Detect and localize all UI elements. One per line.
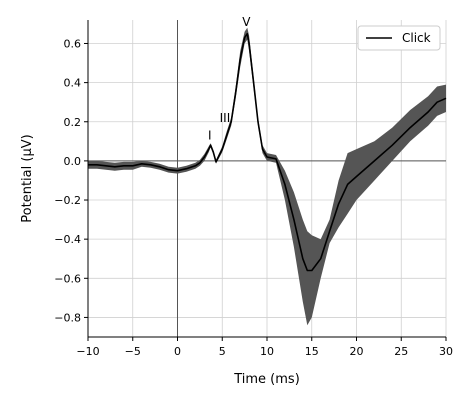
peak-label: III	[220, 111, 231, 125]
peak-label: V	[242, 15, 251, 29]
series-click-line	[88, 32, 447, 272]
grid-lines	[87, 20, 447, 337]
y-ticks: −0.8 −0.6 −0.4 −0.2 0.0 0.2 0.4 0.6	[54, 37, 88, 324]
y-tick-label: 0.6	[64, 37, 82, 50]
y-tick-label: −0.4	[54, 233, 81, 246]
y-tick-label: −0.6	[54, 272, 81, 285]
peak-label: I	[208, 128, 212, 142]
x-tick-label: −5	[125, 345, 141, 358]
x-tick-label: 15	[305, 345, 319, 358]
y-axis-label: Potential (µV)	[20, 134, 35, 222]
x-tick-label: 5	[219, 345, 226, 358]
x-tick-label: 0	[174, 345, 181, 358]
series-click-confidence-band	[88, 27, 446, 326]
y-tick-label: −0.2	[54, 194, 81, 207]
x-axis-label: Time (ms)	[233, 372, 300, 387]
legend-label-click: Click	[402, 31, 431, 45]
y-tick-label: 0.0	[64, 155, 82, 168]
legend-box	[357, 25, 441, 51]
x-ticks: −10 −5 0 5 10 15 20 25 30	[76, 337, 453, 358]
y-tick-label: −0.8	[54, 311, 81, 324]
y-tick-label: 0.4	[64, 77, 82, 90]
legend: Click	[357, 25, 441, 51]
y-tick-label: 0.2	[64, 116, 82, 129]
x-tick-label: 20	[350, 345, 364, 358]
x-tick-label: 30	[439, 345, 453, 358]
x-tick-label: −10	[76, 345, 99, 358]
x-tick-label: 25	[394, 345, 408, 358]
x-tick-label: 10	[260, 345, 274, 358]
